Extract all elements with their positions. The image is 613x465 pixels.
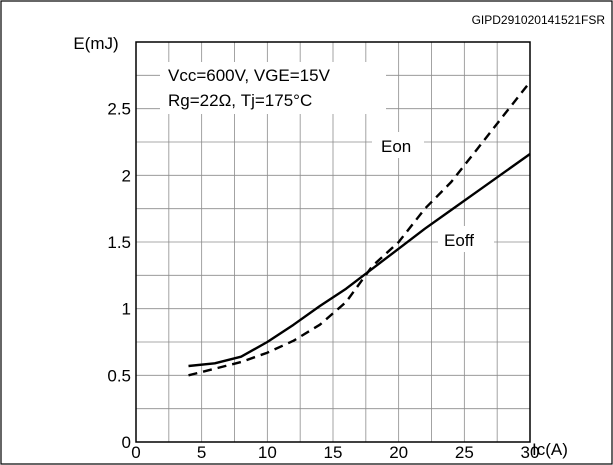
y-axis-title: E(mJ) [73,34,118,53]
conditions-box [160,62,386,114]
y-tick-label: 1 [122,300,131,319]
y-tick-label: 2.5 [107,100,131,119]
x-tick-label: 0 [131,443,140,462]
x-tick-label: 25 [455,443,474,462]
y-tick-label: 0.5 [107,366,131,385]
series-line-eoff [188,153,531,368]
y-tick-label: 2 [122,166,131,185]
x-tick-label: 5 [197,443,206,462]
x-tick-label: 30 [521,443,540,462]
figure-code: GIPD291020141521FSR [472,13,606,27]
x-tick-label: 15 [324,443,343,462]
series-layer [188,81,531,377]
eoff-label-bg [438,226,494,252]
plot-area-frame [135,41,531,443]
x-tick-label: 10 [258,443,277,462]
series-line-eon [188,81,531,377]
y-tick-label: 0 [122,433,131,452]
conditions-line-2: Rg=22Ω, Tj=175°C [168,91,312,110]
x-tick-label: 20 [389,443,408,462]
eoff-label: Eoff [444,231,474,250]
y-tick-label: 1.5 [107,233,131,252]
eon-label-bg [372,132,424,158]
conditions-line-1: Vcc=600V, VGE=15V [168,66,331,85]
tick-labels: 0 5 10 15 20 25 30 0 0.5 1 1.5 2 2.5 [107,100,539,462]
x-axis-title: Ic(A) [532,440,568,459]
eon-label: Eon [381,137,411,156]
